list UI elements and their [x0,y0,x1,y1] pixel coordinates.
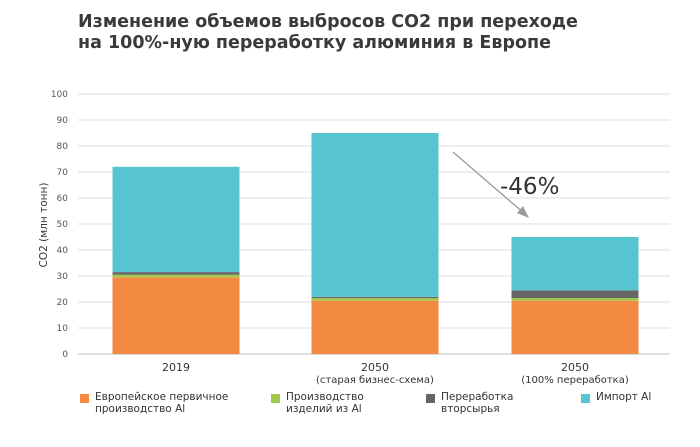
x-axis-labels: 2019 2050(старая бизнес-схема)2050(100% п… [162,361,629,386]
annotation: -46% [452,151,559,218]
x-category-label: 2050 [361,361,389,374]
y-tick-label: 60 [57,194,69,204]
y-tick-label: 40 [57,246,69,256]
bar-segment-2-category-1 [112,274,240,278]
bar-segment-4-category-3 [511,237,639,291]
chart-title-line-1: Изменение объемов выбросов CO2 при перех… [78,12,578,32]
bar-segment-4-category-2 [311,133,439,297]
y-tick-label: 10 [57,324,69,334]
annotation-text: -46% [500,174,559,200]
bar-segment-2-category-2 [311,298,439,301]
x-category-sublabel: (100% переработка) [521,375,629,386]
bar-segment-3-category-2 [311,296,439,299]
y-tick-label: 80 [57,142,69,152]
bar-segment-2-category-3 [511,298,639,301]
x-category-label: 2019 [162,361,190,374]
y-axis-label: CO2 (млн тонн) [38,183,50,268]
y-tick-label: 50 [57,220,69,230]
chart-title: Изменение объемов выбросов CO2 при перех… [78,12,678,54]
bar-segment-1-category-3 [511,300,639,354]
bar-segment-4-category-1 [112,166,240,273]
y-tick-label: 100 [51,90,68,100]
annotation-arrow-line [452,151,526,215]
y-tick-label: 20 [57,298,69,308]
y-axis-ticks: 0 10 20 30 40 50 60 70 80 90 100 [51,90,68,360]
x-category-label: 2050 [561,361,589,374]
y-tick-label: 90 [57,116,69,126]
bars [112,133,639,354]
annotation-arrowhead [517,206,529,218]
y-tick-label: 0 [62,350,68,360]
x-category-sublabel: (старая бизнес-схема) [316,375,434,386]
y-tick-label: 70 [57,168,69,178]
bar-segment-3-category-3 [511,290,639,299]
bar-segment-1-category-1 [112,277,240,354]
y-tick-label: 30 [57,272,69,282]
bar-segment-3-category-1 [112,272,240,275]
bar-segment-1-category-2 [311,300,439,354]
chart-title-line-2: на 100%-ную переработку алюминия в Европ… [78,33,551,53]
